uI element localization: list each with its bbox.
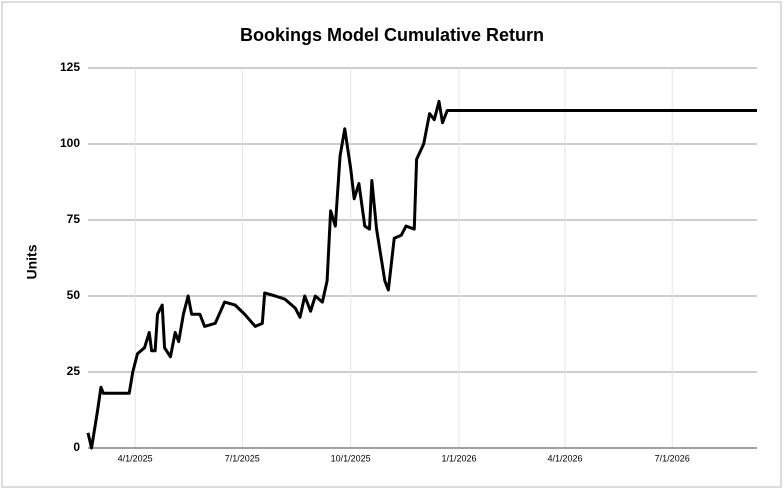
y-tick-label: 50 xyxy=(67,288,81,302)
y-tick-label: 75 xyxy=(67,212,81,226)
data-line xyxy=(86,99,757,450)
y-tick-label: 125 xyxy=(60,60,80,74)
y-tick-label: 25 xyxy=(67,364,81,378)
x-tick-label: 10/1/2025 xyxy=(331,453,371,463)
x-tick-label: 1/1/2026 xyxy=(441,453,476,463)
x-tick-label: 4/1/2025 xyxy=(118,453,153,463)
x-tick-label: 7/1/2026 xyxy=(655,453,690,463)
y-axis-label: Units xyxy=(24,244,40,279)
chart-title: Bookings Model Cumulative Return xyxy=(240,25,544,45)
x-tick-label: 7/1/2025 xyxy=(225,453,260,463)
y-tick-label: 0 xyxy=(73,440,80,454)
x-tick-label: 4/1/2026 xyxy=(547,453,582,463)
y-tick-label: 100 xyxy=(60,136,80,150)
